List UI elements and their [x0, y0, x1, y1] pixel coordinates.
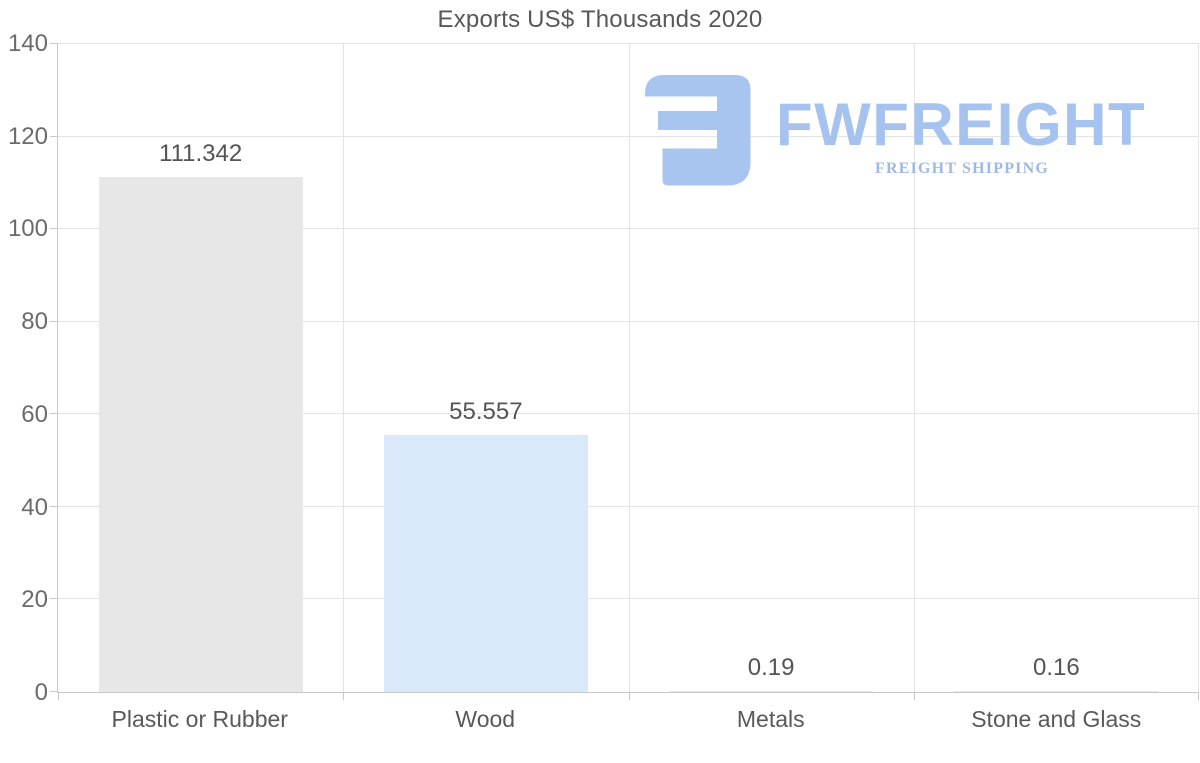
- y-tick-label-60: 60: [21, 400, 48, 428]
- bar-value-label: 55.557: [449, 397, 523, 425]
- x-tick-mark-3: [913, 692, 915, 700]
- fw-freight-logo-icon: [645, 75, 751, 186]
- y-tick-mark-100: [50, 228, 58, 230]
- x-gridline-2: [628, 44, 630, 692]
- bar-value-label: 0.19: [747, 654, 795, 682]
- x-gridline-3: [913, 44, 915, 692]
- bar-plastic-or-rubber: [98, 176, 303, 692]
- x-tick-mark-2: [628, 692, 630, 700]
- x-tick-mark-1: [343, 692, 345, 700]
- logo-brand-text: FWFREIGHT: [776, 91, 1147, 158]
- bar-column-0: 111.342: [58, 44, 343, 692]
- y-tick-mark-80: [50, 320, 58, 322]
- logo-tagline-text: FREIGHT SHIPPING: [874, 160, 1050, 177]
- y-tick-label-100: 100: [7, 215, 48, 243]
- y-tick-label-80: 80: [21, 308, 48, 336]
- y-tick-label-120: 120: [7, 122, 48, 150]
- plot-area: 111.342 55.557 0.19 0.16: [50, 43, 1199, 700]
- y-tick-label-20: 20: [21, 586, 48, 614]
- y-tick-label-40: 40: [21, 493, 48, 521]
- x-gridline-1: [343, 44, 345, 692]
- x-category-label-1: Wood: [455, 706, 516, 732]
- y-tick-mark-140: [50, 43, 58, 44]
- y-gridline-140: [58, 43, 1199, 44]
- bar-value-label: 111.342: [159, 139, 243, 167]
- y-tick-mark-20: [50, 598, 58, 600]
- watermark-logo: FWFREIGHT FREIGHT SHIPPING: [645, 73, 1155, 188]
- bar-column-2: 0.19: [629, 44, 914, 692]
- bar-stone-and-glass: [954, 691, 1159, 692]
- bar-wood: [383, 434, 588, 692]
- y-tick-mark-0: [50, 691, 58, 692]
- logo-text-block: FWFREIGHT FREIGHT SHIPPING: [776, 73, 1148, 177]
- x-category-label-3: Stone and Glass: [971, 706, 1142, 732]
- y-tick-label-140: 140: [7, 30, 48, 57]
- chart-title: Exports US$ Thousands 2020: [437, 6, 763, 33]
- y-axis: 0 20 40 60 80 100 120 140: [0, 32, 48, 705]
- x-gridline-4: [1198, 44, 1199, 692]
- x-tick-mark-0: [58, 692, 59, 700]
- bar-column-3: 0.16: [914, 44, 1199, 692]
- y-tick-mark-40: [50, 505, 58, 507]
- y-tick-label-0: 0: [34, 679, 48, 706]
- x-axis: Plastic or Rubber Wood Metals Stone and Gla…: [57, 706, 1199, 738]
- x-category-label-2: Metals: [736, 706, 805, 732]
- y-tick-mark-120: [50, 135, 58, 137]
- bar-value-label: 0.16: [1033, 654, 1080, 682]
- bar-metals: [669, 691, 874, 692]
- y-tick-mark-60: [50, 413, 58, 415]
- x-category-label-0: Plastic or Rubber: [111, 706, 288, 732]
- bar-column-1: 55.557: [343, 44, 628, 692]
- x-tick-mark-4: [1198, 692, 1199, 700]
